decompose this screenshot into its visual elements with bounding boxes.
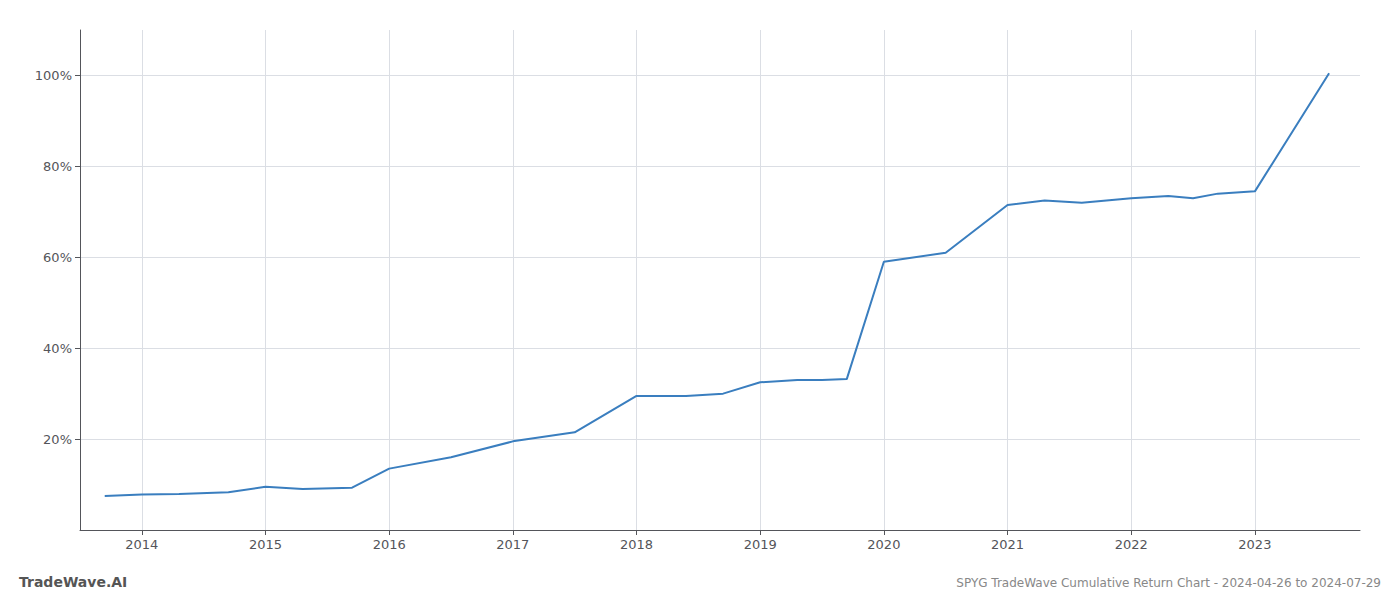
svg-text:2014: 2014: [125, 537, 158, 552]
svg-text:2018: 2018: [620, 537, 653, 552]
svg-text:2023: 2023: [1238, 537, 1271, 552]
svg-text:2021: 2021: [991, 537, 1024, 552]
svg-text:2015: 2015: [249, 537, 282, 552]
svg-text:2020: 2020: [867, 537, 900, 552]
svg-text:TradeWave.AI: TradeWave.AI: [19, 574, 127, 590]
svg-text:2016: 2016: [373, 537, 406, 552]
svg-text:60%: 60%: [43, 250, 72, 265]
svg-text:SPYG TradeWave Cumulative Retu: SPYG TradeWave Cumulative Return Chart -…: [956, 576, 1381, 590]
svg-text:20%: 20%: [43, 432, 72, 447]
svg-text:40%: 40%: [43, 341, 72, 356]
svg-text:100%: 100%: [35, 68, 72, 83]
svg-text:2022: 2022: [1115, 537, 1148, 552]
svg-text:80%: 80%: [43, 159, 72, 174]
svg-text:2017: 2017: [496, 537, 529, 552]
svg-text:2019: 2019: [744, 537, 777, 552]
